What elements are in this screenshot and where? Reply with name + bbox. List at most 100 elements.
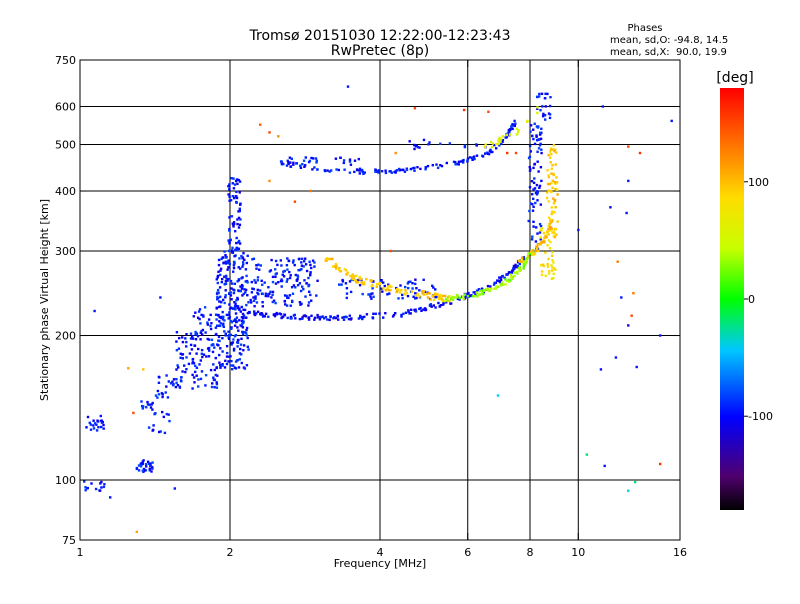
data-point: [239, 347, 242, 351]
data-point: [254, 297, 257, 300]
data-point: [548, 222, 551, 226]
data-point: [222, 325, 225, 328]
colorbar-tick-label: -100: [748, 410, 773, 423]
data-point: [397, 297, 400, 300]
x-tick-label: 1: [77, 546, 84, 559]
data-point: [142, 368, 145, 371]
data-point: [374, 312, 377, 315]
data-point: [268, 179, 271, 183]
data-point: [346, 271, 349, 274]
colorbar-tick-label: 100: [748, 176, 769, 189]
data-point: [235, 190, 238, 193]
data-point: [227, 239, 230, 242]
data-point: [549, 156, 552, 159]
data-point: [233, 301, 236, 304]
data-point: [328, 170, 331, 173]
data-points: [83, 85, 673, 533]
data-point: [337, 168, 340, 172]
data-point: [219, 267, 223, 270]
data-point: [547, 200, 550, 203]
data-point: [462, 108, 466, 112]
data-point: [165, 374, 168, 377]
data-point: [533, 122, 536, 125]
data-point: [222, 322, 225, 325]
data-point: [548, 247, 552, 250]
data-point: [389, 249, 392, 253]
data-point: [281, 273, 284, 276]
data-point: [334, 262, 338, 266]
data-point: [529, 124, 533, 127]
data-point: [248, 311, 251, 314]
data-point: [522, 263, 526, 266]
data-point: [532, 205, 535, 208]
data-point: [528, 252, 532, 255]
data-point: [199, 338, 202, 341]
data-point: [228, 291, 231, 295]
data-point: [434, 288, 437, 291]
data-point: [294, 273, 297, 277]
x-tick-label: 16: [673, 546, 687, 559]
data-point: [286, 296, 289, 299]
data-point: [547, 272, 551, 275]
data-point: [234, 312, 238, 315]
data-point: [191, 373, 194, 377]
data-point: [293, 200, 297, 203]
data-point: [152, 424, 155, 427]
data-point: [292, 161, 295, 164]
data-point: [230, 364, 233, 367]
data-point: [275, 313, 279, 316]
data-point: [238, 358, 241, 361]
data-point: [233, 183, 237, 186]
data-point: [237, 247, 241, 250]
data-point: [93, 422, 97, 425]
data-point: [536, 95, 539, 99]
data-point: [517, 261, 520, 264]
data-point: [585, 453, 588, 456]
data-point: [378, 312, 381, 315]
data-point: [224, 334, 227, 337]
data-point: [527, 219, 530, 223]
data-point: [230, 282, 234, 285]
data-point: [157, 393, 161, 396]
data-point: [142, 467, 146, 471]
data-point: [454, 161, 457, 164]
data-point: [293, 313, 296, 317]
data-point: [429, 298, 432, 301]
data-point: [218, 286, 222, 289]
data-point: [332, 317, 335, 320]
data-point: [543, 114, 547, 117]
data-point: [548, 113, 552, 116]
data-point: [207, 318, 211, 321]
data-point: [259, 289, 262, 292]
data-point: [549, 221, 552, 224]
data-point: [252, 299, 256, 302]
data-point: [399, 168, 402, 172]
data-point: [466, 292, 469, 296]
data-point: [630, 314, 633, 317]
data-point: [533, 142, 537, 146]
data-point: [227, 330, 230, 333]
data-point: [532, 137, 535, 141]
data-point: [174, 385, 178, 389]
data-point: [235, 241, 238, 245]
data-point: [316, 279, 319, 282]
data-point: [294, 286, 297, 289]
data-point: [253, 310, 256, 313]
data-point: [539, 203, 542, 206]
data-point: [540, 241, 543, 244]
data-point: [276, 263, 279, 267]
data-point: [256, 279, 259, 282]
data-point: [554, 182, 557, 185]
data-point: [239, 343, 243, 346]
data-point: [236, 182, 239, 186]
data-point: [313, 265, 316, 268]
data-point: [504, 283, 507, 286]
data-point: [514, 263, 517, 267]
data-point: [348, 158, 352, 161]
data-point: [245, 316, 248, 319]
data-point: [232, 177, 235, 180]
data-point: [497, 142, 500, 146]
data-point: [540, 179, 543, 183]
data-point: [516, 270, 519, 274]
data-point: [359, 315, 362, 318]
